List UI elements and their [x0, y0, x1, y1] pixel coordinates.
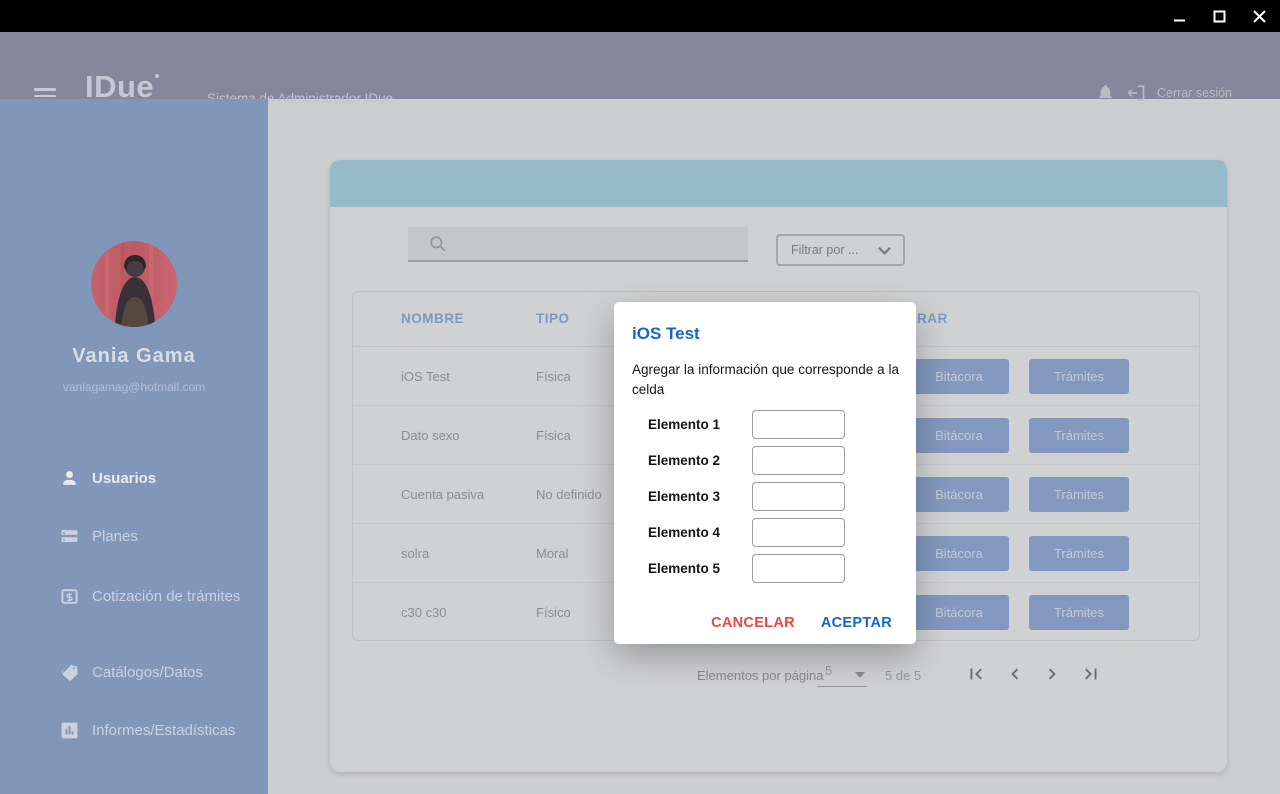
sidebar-item-cotizacion[interactable]: Cotización de trámites [60, 587, 240, 606]
element-field-row: Elemento 1 [614, 410, 916, 440]
sidebar-item-planes[interactable]: Planes [60, 527, 138, 546]
page-range: 5 de 5 [885, 668, 922, 683]
bitacora-button[interactable]: Bitácora [909, 536, 1009, 571]
tramites-button[interactable]: Trámites [1029, 359, 1129, 394]
cancel-button[interactable]: CANCELAR [711, 615, 795, 631]
tramites-button[interactable]: Trámites [1029, 477, 1129, 512]
field-label: Elemento 4 [648, 525, 721, 540]
sidebar: Vania Gama vaniagamag@hotmail.com Usuari… [0, 99, 268, 794]
table-row: c30 c30 Físico Bitácora Trámites [353, 583, 1199, 642]
cell-nombre: c30 c30 [401, 605, 447, 620]
first-page-icon[interactable] [965, 663, 987, 685]
bitacora-button[interactable]: Bitácora [909, 418, 1009, 453]
filter-label: Filtrar por ... [791, 243, 859, 257]
sidebar-item-catalogos[interactable]: Catálogos/Datos [60, 663, 203, 682]
cell-nombre: Dato sexo [401, 428, 460, 443]
search-icon [428, 234, 447, 253]
sidebar-item-label: Planes [92, 528, 138, 545]
cell-tipo: Física [536, 428, 571, 443]
dialog-description: Agregar la información que corresponde a… [632, 362, 899, 397]
cell-nombre: iOS Test [401, 369, 450, 384]
page-size-value: 5 [825, 663, 833, 678]
plans-icon [60, 527, 79, 546]
items-per-page-label: Elementos por página [697, 668, 824, 683]
logo-text: IDue [85, 69, 155, 104]
tramites-button[interactable]: Trámites [1029, 536, 1129, 571]
sidebar-item-usuarios[interactable]: Usuarios [60, 469, 156, 488]
field-label: Elemento 2 [648, 453, 721, 468]
dialog-title: iOS Test [632, 324, 700, 343]
elemento-2-input[interactable] [752, 446, 845, 475]
element-field-row: Elemento 2 [614, 446, 916, 476]
bar-chart-icon [60, 721, 79, 740]
last-page-icon[interactable] [1080, 663, 1102, 685]
maximize-icon[interactable] [1206, 3, 1232, 29]
avatar [91, 241, 177, 327]
chevron-right-icon[interactable] [1041, 663, 1063, 685]
minimize-icon[interactable] [1166, 3, 1192, 29]
page-size-select[interactable]: 5 [817, 663, 867, 687]
data-table: NOMBRE TIPO RAR iOS Test Física Bitácora… [352, 291, 1200, 641]
cell-tipo: Físico [536, 605, 571, 620]
quote-dollar-icon [60, 587, 79, 606]
sidebar-item-label: Informes/Estadísticas [92, 722, 236, 739]
element-field-row: Elemento 4 [614, 518, 916, 548]
field-label: Elemento 5 [648, 561, 721, 576]
bitacora-button[interactable]: Bitácora [909, 359, 1009, 394]
dialog-actions: CANCELAR ACEPTAR [711, 615, 892, 631]
filter-dropdown[interactable]: Filtrar por ... [776, 234, 905, 266]
column-header-tipo: TIPO [536, 311, 570, 326]
sidebar-item-informes[interactable]: Informes/Estadísticas [60, 721, 235, 740]
user-icon [60, 469, 79, 488]
accept-button[interactable]: ACEPTAR [820, 615, 892, 631]
column-header-clipped: RAR [917, 311, 948, 326]
chevron-down-icon [878, 246, 891, 255]
chevron-left-icon[interactable] [1004, 663, 1026, 685]
search-input[interactable] [459, 236, 739, 251]
window-controls [1166, 0, 1272, 32]
tramites-button[interactable]: Trámites [1029, 595, 1129, 630]
app-header: IDue DILIGENCE AUTHENTICATION Sistema de… [0, 32, 1280, 109]
card-header-band [330, 160, 1227, 207]
table-row: solra Moral Bitácora Trámites [353, 524, 1199, 583]
sidebar-item-label: Cotización de trámites [92, 588, 241, 605]
logo-dot [155, 74, 160, 78]
table-row: Dato sexo Física Bitácora Trámites [353, 406, 1199, 465]
exit-icon[interactable] [1125, 83, 1147, 103]
sidebar-item-label: Catálogos/Datos [92, 664, 203, 681]
field-label: Elemento 3 [648, 489, 721, 504]
caret-down-icon [855, 672, 865, 678]
user-email: vaniagamag@hotmail.com [62, 380, 206, 394]
edit-cell-dialog: iOS Test Agregar la información que corr… [614, 302, 916, 644]
elemento-4-input[interactable] [752, 518, 845, 547]
tramites-button[interactable]: Trámites [1029, 418, 1129, 453]
bell-icon[interactable] [1096, 82, 1115, 103]
elemento-5-input[interactable] [752, 554, 845, 583]
close-icon[interactable] [1246, 3, 1272, 29]
cell-nombre: Cuenta pasiva [401, 487, 485, 502]
cell-tipo: No definido [536, 487, 602, 502]
cell-nombre: solra [401, 546, 430, 561]
element-field-row: Elemento 3 [614, 482, 916, 512]
elemento-3-input[interactable] [752, 482, 845, 511]
logout-button[interactable]: Cerrar sesión [1156, 85, 1232, 100]
elemento-1-input[interactable] [752, 410, 845, 439]
os-titlebar [0, 0, 1280, 32]
column-header-nombre: NOMBRE [401, 311, 464, 326]
bitacora-button[interactable]: Bitácora [909, 595, 1009, 630]
element-field-row: Elemento 5 [614, 554, 916, 584]
cell-tipo: Moral [536, 546, 569, 561]
tags-icon [60, 663, 79, 682]
bitacora-button[interactable]: Bitácora [909, 477, 1009, 512]
search-box[interactable] [408, 227, 748, 262]
sidebar-item-label: Usuarios [92, 470, 157, 487]
field-label: Elemento 1 [648, 417, 721, 432]
cell-tipo: Física [536, 369, 571, 384]
user-name: Vania Gama [72, 345, 196, 367]
